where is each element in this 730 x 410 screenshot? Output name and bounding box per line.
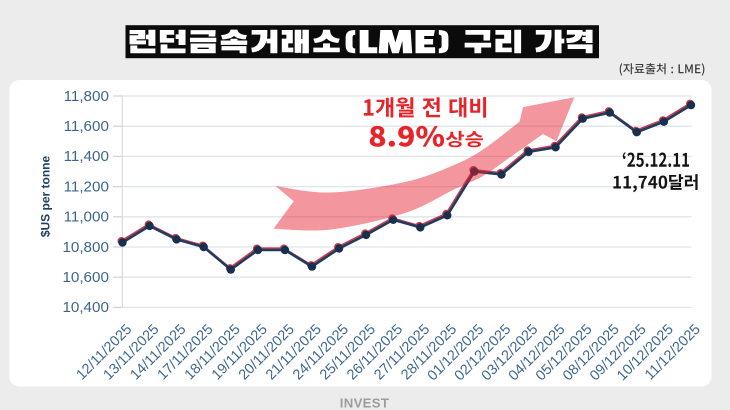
- svg-text:10,800: 10,800: [62, 239, 108, 256]
- svg-text:11,200: 11,200: [64, 178, 109, 195]
- svg-text:11,400: 11,400: [64, 148, 109, 165]
- svg-text:10,600: 10,600: [62, 269, 108, 286]
- svg-text:11,600: 11,600: [64, 118, 109, 135]
- svg-text:$US per tonne: $US per tonne: [38, 156, 52, 238]
- svg-text:10,400: 10,400: [62, 299, 108, 316]
- svg-text:INVEST: INVEST: [340, 396, 389, 410]
- svg-text:11,800: 11,800: [64, 88, 109, 105]
- svg-text:11,000: 11,000: [64, 209, 109, 226]
